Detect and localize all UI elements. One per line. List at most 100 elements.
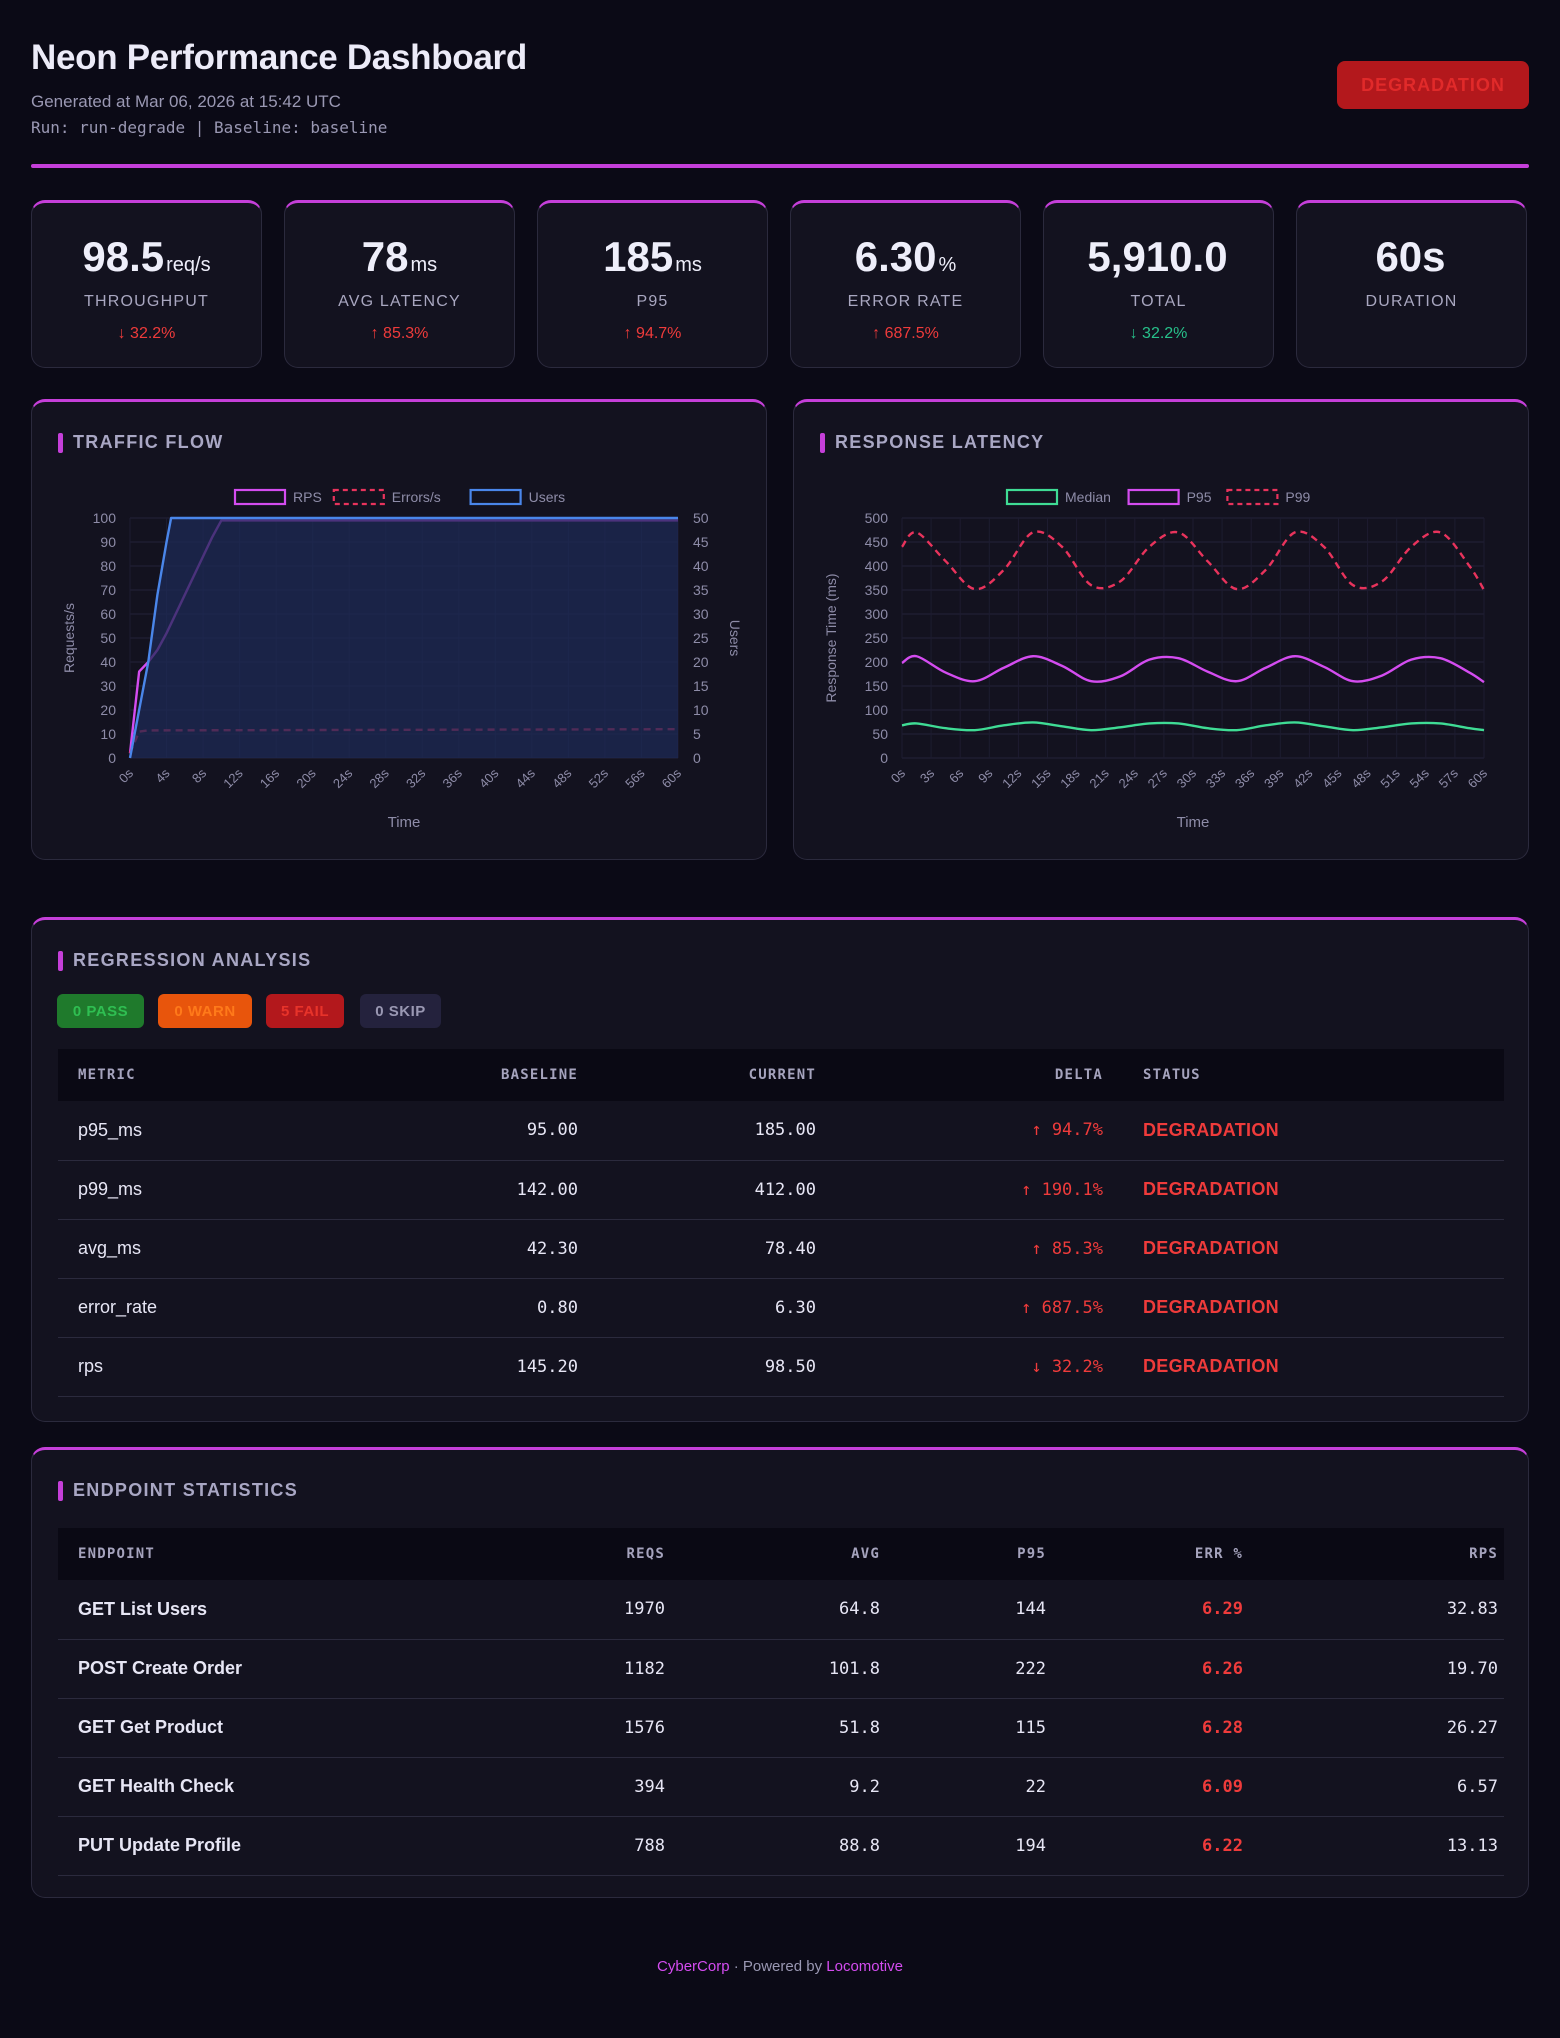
kpi-value: 6.30% <box>854 233 957 280</box>
legend-swatch <box>469 488 522 506</box>
response-latency-title: RESPONSE LATENCY <box>820 432 1045 453</box>
cell-avg: 9.2 <box>665 1757 880 1817</box>
y2-tick-label: 5 <box>693 726 701 742</box>
y-tick-label: 250 <box>865 630 889 646</box>
legend-label: Errors/s <box>392 489 441 505</box>
x-tick-label: 8s <box>189 765 210 786</box>
cell-rps: 26.27 <box>1243 1698 1504 1758</box>
x-tick-label: 39s <box>1261 765 1287 791</box>
y-tick-label: 300 <box>865 606 889 622</box>
x-tick-label: 27s <box>1145 765 1171 791</box>
cell-name: GET List Users <box>58 1580 458 1640</box>
x-tick-label: 32s <box>403 765 429 791</box>
table-row: p99_ms 142.00 412.00 ↑ 190.1% DEGRADATION <box>58 1160 1504 1220</box>
cell-avg: 51.8 <box>665 1698 880 1758</box>
x-tick-label: 48s <box>1348 765 1374 791</box>
kpi-label: AVG LATENCY <box>338 293 461 310</box>
y-tick-label: 60 <box>100 606 116 622</box>
cell-p95: 194 <box>880 1816 1046 1876</box>
cell-avg: 64.8 <box>665 1580 880 1640</box>
cell-reqs: 788 <box>458 1816 665 1876</box>
page-title: Neon Performance Dashboard <box>31 38 527 77</box>
kpi-delta: ↑ 687.5% <box>872 325 939 342</box>
kpi-label: DURATION <box>1365 293 1458 310</box>
y-tick-label: 400 <box>865 558 889 574</box>
x-tick-label: 48s <box>549 765 575 791</box>
column-header: BASELINE <box>338 1049 578 1101</box>
cell-reqs: 1576 <box>458 1698 665 1758</box>
cell-current: 6.30 <box>578 1278 816 1338</box>
response-latency-chart: 0 50 100 150 200 250 300 350 400 450 500 0s 3s 6s 9s 12… <box>823 488 1490 831</box>
y2-tick-label: 40 <box>693 558 709 574</box>
x-tick-label: 52s <box>586 765 612 791</box>
regression-analysis-title: REGRESSION ANALYSIS <box>58 950 311 971</box>
x-tick-label: 44s <box>513 765 539 791</box>
column-header: ENDPOINT <box>58 1528 458 1580</box>
cell-p95: 222 <box>880 1639 1046 1699</box>
column-header: METRIC <box>58 1049 338 1101</box>
endpoint-table: ENDPOINT REQS AVG P95 ERR % RPS GET List… <box>58 1528 1504 1876</box>
x-tick-label: 33s <box>1203 765 1229 791</box>
x-tick-label: 20s <box>293 765 319 791</box>
x-tick-label: 60s <box>659 765 685 791</box>
y2-tick-label: 0 <box>693 750 701 766</box>
cell-metric: p99_ms <box>58 1160 338 1220</box>
cell-err: 6.09 <box>1046 1757 1243 1817</box>
x-tick-label: 42s <box>1290 765 1316 791</box>
x-tick-label: 21s <box>1086 765 1112 791</box>
cell-err: 6.29 <box>1046 1580 1243 1640</box>
y-tick-label: 100 <box>865 702 889 718</box>
status-badge: DEGRADATION <box>1337 61 1529 109</box>
cell-delta: ↑ 85.3% <box>816 1219 1103 1279</box>
y-tick-label: 0 <box>880 750 888 766</box>
column-header: REQS <box>458 1528 665 1580</box>
legend-label: Median <box>1065 489 1111 505</box>
cell-metric: rps <box>58 1337 338 1397</box>
column-header: AVG <box>665 1528 880 1580</box>
x-tick-label: 15s <box>1028 765 1054 791</box>
y-tick-label: 30 <box>100 678 116 694</box>
cell-status: DEGRADATION <box>1103 1101 1504 1161</box>
kpi-delta: ↓ 32.2% <box>117 325 176 342</box>
cell-avg: 88.8 <box>665 1816 880 1876</box>
cell-current: 412.00 <box>578 1160 816 1220</box>
kpi-delta: ↑ 94.7% <box>623 325 682 342</box>
header-divider <box>31 164 1529 168</box>
result-chip-skip: 0 SKIP <box>360 994 441 1028</box>
x-tick-label: 0s <box>888 765 909 786</box>
legend-swatch <box>1226 488 1279 506</box>
legend-swatch <box>1005 488 1059 506</box>
x-tick-label: 3s <box>917 765 938 786</box>
kpi-value: 60s <box>1375 233 1446 280</box>
cell-p95: 22 <box>880 1757 1046 1817</box>
table-row: PUT Update Profile 788 88.8 194 6.22 13.13 <box>58 1816 1504 1876</box>
y-tick-label: 100 <box>93 510 117 526</box>
x-tick-label: 9s <box>975 765 996 786</box>
cell-status: DEGRADATION <box>1103 1219 1504 1279</box>
cell-rps: 19.70 <box>1243 1639 1504 1699</box>
legend-label: P99 <box>1285 489 1310 505</box>
y-tick-label: 40 <box>100 654 116 670</box>
cell-name: GET Get Product <box>58 1698 458 1758</box>
cell-err: 6.22 <box>1046 1816 1243 1876</box>
series-median-line <box>901 721 1485 732</box>
kpi-delta: ↓ 32.2% <box>1129 325 1188 342</box>
cell-baseline: 42.30 <box>338 1219 578 1279</box>
x-tick-label: 36s <box>1232 765 1258 791</box>
y-tick-label: 70 <box>100 582 116 598</box>
x-tick-label: 30s <box>1174 765 1200 791</box>
y2-tick-label: 30 <box>693 606 709 622</box>
cell-err: 6.28 <box>1046 1698 1243 1758</box>
footer-company: CyberCorp <box>657 1958 730 1975</box>
result-chip-pass: 0 PASS <box>57 994 144 1028</box>
cell-metric: p95_ms <box>58 1101 338 1161</box>
legend-label: RPS <box>293 489 322 505</box>
kpi-delta: ↑ 85.3% <box>370 325 429 342</box>
y2-tick-label: 15 <box>693 678 709 694</box>
cell-baseline: 95.00 <box>338 1101 578 1161</box>
x-tick-label: 54s <box>1406 765 1432 791</box>
regression-analysis-card: REGRESSION ANALYSIS METRIC BASELINE CURR… <box>31 917 1529 1422</box>
table-row: error_rate 0.80 6.30 ↑ 687.5% DEGRADATION <box>58 1278 1504 1338</box>
cell-rps: 32.83 <box>1243 1580 1504 1640</box>
y-tick-label: 90 <box>100 534 116 550</box>
